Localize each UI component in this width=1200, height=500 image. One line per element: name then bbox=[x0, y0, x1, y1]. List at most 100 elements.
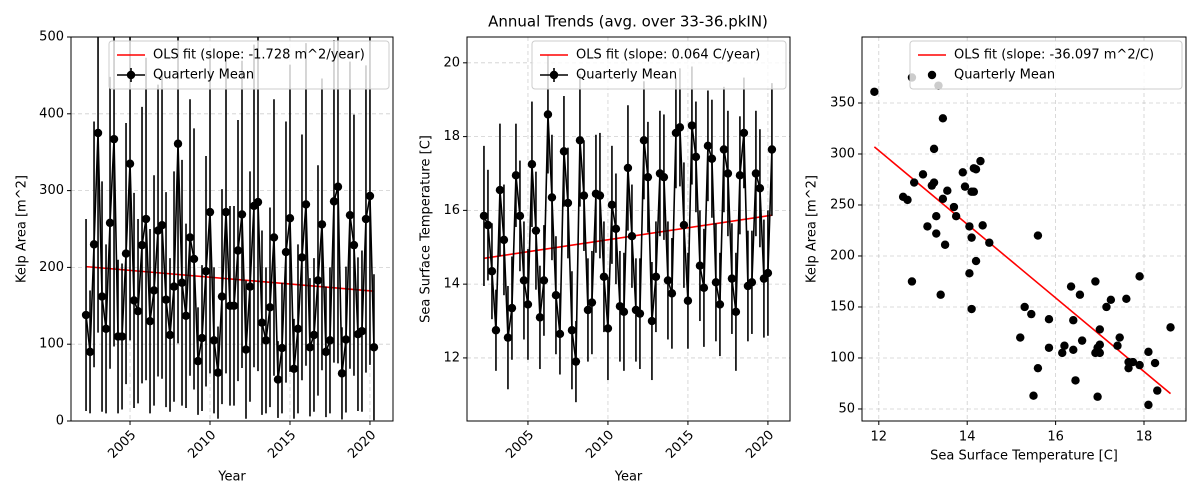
point bbox=[679, 220, 689, 230]
x-tick-label: 18 bbox=[1136, 430, 1153, 445]
point bbox=[233, 246, 243, 255]
point bbox=[141, 214, 151, 224]
point bbox=[543, 110, 553, 119]
point bbox=[169, 282, 179, 291]
point bbox=[519, 276, 529, 285]
point bbox=[1044, 315, 1054, 324]
x-tick-label: 2005 bbox=[105, 428, 139, 462]
point bbox=[161, 295, 171, 304]
point bbox=[965, 222, 974, 231]
y-tick-label: 200 bbox=[39, 260, 64, 275]
point bbox=[695, 261, 705, 270]
point bbox=[1144, 400, 1153, 410]
legend: OLS fit (slope: -36.097 m^2/C) Quarterly … bbox=[909, 40, 1183, 90]
legend-label: Quarterly Mean bbox=[954, 68, 1055, 83]
point bbox=[229, 301, 239, 310]
y-tick-label: 0 bbox=[56, 414, 64, 429]
point bbox=[257, 318, 267, 327]
point bbox=[751, 169, 761, 178]
point bbox=[735, 171, 745, 180]
point bbox=[149, 286, 159, 295]
legend-swatch bbox=[126, 70, 136, 80]
point bbox=[731, 307, 741, 317]
point bbox=[93, 128, 103, 138]
point bbox=[739, 128, 749, 138]
x-tick-label: 2010 bbox=[185, 428, 219, 462]
point bbox=[1095, 340, 1105, 349]
point bbox=[1150, 358, 1160, 368]
point bbox=[1124, 363, 1133, 373]
point bbox=[293, 324, 303, 334]
point bbox=[329, 197, 339, 206]
y-tick-label: 100 bbox=[39, 337, 64, 352]
point bbox=[1095, 325, 1105, 334]
y-tick-label: 12 bbox=[443, 350, 460, 365]
point bbox=[683, 296, 693, 305]
point bbox=[938, 114, 948, 123]
legend-label: Quarterly Mean bbox=[576, 68, 677, 83]
point bbox=[639, 136, 649, 145]
point bbox=[938, 194, 948, 204]
point bbox=[715, 300, 725, 309]
point bbox=[269, 233, 279, 242]
point bbox=[1069, 316, 1078, 325]
point bbox=[503, 333, 513, 342]
legend-label: Quarterly Mean bbox=[153, 68, 254, 83]
point bbox=[105, 218, 115, 228]
point bbox=[273, 375, 283, 384]
y-tick-label: 50 bbox=[838, 401, 855, 416]
y-tick-label: 350 bbox=[830, 95, 855, 110]
x-tick-label: 2020 bbox=[345, 428, 379, 462]
point bbox=[1020, 302, 1029, 312]
point bbox=[958, 168, 967, 177]
point bbox=[965, 269, 974, 278]
point bbox=[940, 240, 950, 249]
point bbox=[89, 240, 99, 249]
point bbox=[907, 277, 917, 286]
point bbox=[571, 357, 581, 366]
point bbox=[563, 198, 573, 208]
chart-title: Annual Trends (avg. over 33-36.pkIN) bbox=[488, 13, 768, 31]
y-tick-label: 150 bbox=[830, 299, 855, 314]
point bbox=[1033, 363, 1043, 373]
x-tick-label: 14 bbox=[959, 430, 976, 445]
point bbox=[687, 121, 697, 130]
y-tick-label: 250 bbox=[830, 197, 855, 212]
point bbox=[173, 139, 183, 148]
point bbox=[1060, 341, 1069, 350]
point bbox=[157, 220, 167, 230]
point bbox=[177, 278, 187, 287]
point bbox=[1122, 294, 1131, 304]
point bbox=[723, 169, 733, 178]
y-axis-label: Kelp Area [m^2] bbox=[805, 175, 820, 283]
point bbox=[181, 311, 191, 320]
point bbox=[559, 147, 569, 156]
point bbox=[1106, 295, 1116, 305]
point bbox=[607, 200, 617, 210]
point bbox=[619, 307, 629, 317]
point bbox=[337, 369, 347, 378]
point bbox=[595, 191, 605, 200]
x-tick-label: 2010 bbox=[583, 428, 617, 462]
point bbox=[309, 330, 319, 340]
point bbox=[599, 272, 609, 281]
point bbox=[923, 222, 932, 231]
point bbox=[1033, 231, 1043, 240]
point bbox=[511, 171, 521, 180]
x-tick-label: 2005 bbox=[503, 428, 537, 462]
point bbox=[237, 210, 247, 219]
point bbox=[349, 240, 359, 250]
y-tick-label: 20 bbox=[443, 55, 460, 70]
point bbox=[369, 343, 379, 352]
point bbox=[727, 274, 737, 283]
point bbox=[1102, 302, 1111, 312]
point bbox=[531, 226, 541, 235]
point bbox=[547, 193, 557, 202]
point bbox=[137, 240, 147, 250]
y-tick-label: 16 bbox=[443, 203, 460, 218]
point bbox=[969, 164, 979, 173]
point bbox=[145, 316, 155, 326]
point bbox=[1093, 392, 1102, 401]
legend-box bbox=[909, 40, 1183, 90]
